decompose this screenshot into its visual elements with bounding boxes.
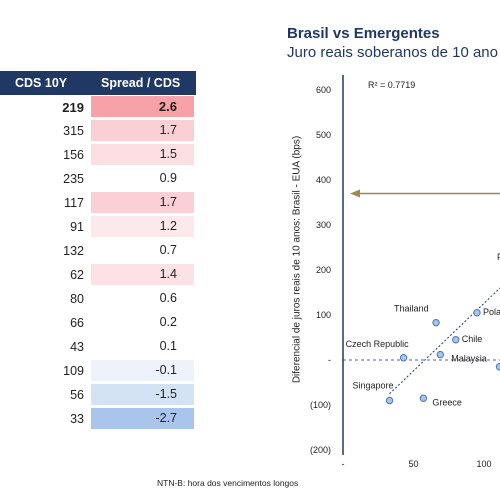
table-header: CDS 10Y Spread / CDS xyxy=(0,71,196,95)
spread-cell: 1.2 xyxy=(91,216,194,237)
table-row: 56 -1.5 xyxy=(0,383,196,407)
header-spread: Spread / CDS xyxy=(101,76,181,90)
cds-value: 43 xyxy=(70,340,84,354)
x-tick-label: 100 xyxy=(476,459,491,469)
point-label: Chile xyxy=(462,334,483,344)
spread-value: 1.5 xyxy=(159,147,177,161)
data-point xyxy=(452,336,460,344)
data-point xyxy=(432,318,440,327)
table-row: 33 -2.7 xyxy=(0,407,196,431)
cds-value: 219 xyxy=(62,100,84,115)
spread-value: 0.1 xyxy=(159,339,177,353)
cds-value: 80 xyxy=(70,292,84,306)
y-tick-label: 100 xyxy=(316,310,331,320)
spread-value: 0.6 xyxy=(159,291,177,305)
spread-value: 1.7 xyxy=(159,123,177,137)
spread-cell: -2.7 xyxy=(91,408,194,429)
spread-cell: -0.1 xyxy=(91,360,194,381)
spread-cell: -1.5 xyxy=(91,384,194,405)
table-row: 219 2.6 xyxy=(0,95,196,119)
cds-value: 235 xyxy=(63,172,84,186)
spread-cell: 0.2 xyxy=(91,312,194,333)
cds-value: 66 xyxy=(70,316,84,330)
spread-cell: 0.9 xyxy=(91,168,194,189)
cds-value: 56 xyxy=(70,388,84,402)
arrow-head-icon xyxy=(350,189,360,198)
cds-value: 132 xyxy=(63,244,84,258)
table-row: 109 -0.1 xyxy=(0,359,196,383)
spread-value: -0.1 xyxy=(155,363,177,377)
spread-value: 0.9 xyxy=(159,171,177,185)
x-tick-label: - xyxy=(342,459,345,469)
cds-value: 62 xyxy=(70,268,84,282)
cds-value: 109 xyxy=(63,364,84,378)
spread-value: 0.2 xyxy=(159,315,177,329)
table-row: 91 1.2 xyxy=(0,215,196,239)
point-label: Pola xyxy=(483,307,500,317)
spread-value: 2.6 xyxy=(158,99,177,114)
spread-cell: 2.6 xyxy=(91,96,194,117)
data-point xyxy=(385,396,394,405)
point-label: Malaysia xyxy=(451,354,487,364)
r-squared-label: R² = 0.7719 xyxy=(368,80,416,90)
table-row: 62 1.4 xyxy=(0,263,196,287)
table-row: 80 0.6 xyxy=(0,287,196,311)
header-cds: CDS 10Y xyxy=(15,76,68,90)
spread-cell: 1.7 xyxy=(91,192,194,213)
point-label: Czech Republic xyxy=(346,339,410,349)
spread-cell: 1.5 xyxy=(91,144,194,165)
spread-cell: 1.7 xyxy=(91,120,194,141)
spread-value: 1.2 xyxy=(159,219,177,233)
table-row: 117 1.7 xyxy=(0,191,196,215)
point-label: Thailand xyxy=(394,304,429,314)
y-tick-label: 300 xyxy=(316,220,331,230)
table-row: 156 1.5 xyxy=(0,143,196,167)
table-row: 66 0.2 xyxy=(0,311,196,335)
data-point xyxy=(399,354,408,362)
y-tick-label: 200 xyxy=(316,265,331,275)
partial-point-label: P xyxy=(497,252,500,262)
y-tick-label: - xyxy=(328,355,331,365)
table-row: 43 0.1 xyxy=(0,335,196,359)
y-tick-label: (200) xyxy=(310,445,331,455)
cds-value: 33 xyxy=(70,412,84,426)
spread-value: -1.5 xyxy=(155,387,177,401)
table-row: 315 1.7 xyxy=(0,119,196,143)
data-point xyxy=(436,350,444,359)
cds-value: 315 xyxy=(63,124,84,138)
y-tick-label: (100) xyxy=(310,400,331,410)
spread-cell: 0.1 xyxy=(91,336,194,357)
chart-subtitle: Juro reais soberanos de 10 ano xyxy=(287,44,498,61)
spread-value: 1.4 xyxy=(159,267,177,281)
y-tick-label: 500 xyxy=(316,130,331,140)
spread-value: 0.7 xyxy=(159,243,177,257)
data-point xyxy=(419,394,428,402)
cds-value: 156 xyxy=(63,148,84,162)
y-tick-label: 400 xyxy=(316,175,331,185)
spread-cell: 1.4 xyxy=(91,264,194,285)
data-point xyxy=(473,309,481,317)
data-point xyxy=(495,363,500,371)
spread-value: 1.7 xyxy=(159,195,177,209)
point-label: Greece xyxy=(432,397,462,407)
table-row: 132 0.7 xyxy=(0,239,196,263)
trend-line xyxy=(389,287,500,395)
y-tick-label: 600 xyxy=(316,85,331,95)
cds-value: 117 xyxy=(64,196,84,210)
spread-cell: 0.6 xyxy=(91,288,194,309)
table-row: 235 0.9 xyxy=(0,167,196,191)
footnote: NTN-B: hora dos vencimentos longos xyxy=(157,478,299,488)
point-label: Singapore xyxy=(353,381,394,391)
cds-value: 91 xyxy=(70,220,84,234)
chart-title: Brasil vs Emergentes xyxy=(287,25,440,42)
spread-cell: 0.7 xyxy=(91,240,194,261)
x-tick-label: 50 xyxy=(408,459,418,469)
spread-value: -2.7 xyxy=(155,411,177,425)
